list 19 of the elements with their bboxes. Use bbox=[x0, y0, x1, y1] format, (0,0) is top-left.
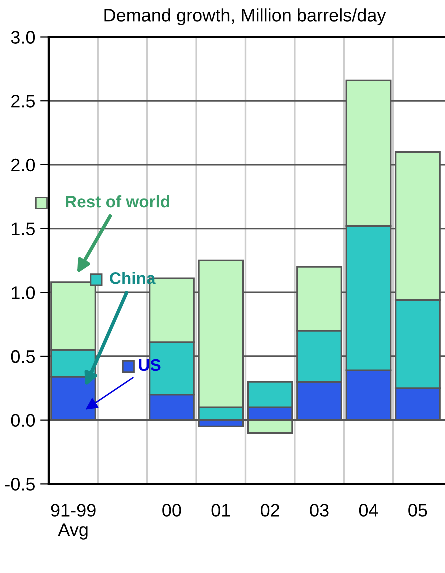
y-tick-label: 2.5 bbox=[12, 95, 35, 108]
y-tick-label: 1.5 bbox=[12, 222, 35, 236]
x-tick-label: 91-99 Avg bbox=[51, 504, 96, 540]
y-tick-label: 0.0 bbox=[11, 414, 36, 428]
x-tick-label: 02 bbox=[261, 504, 280, 517]
x-tick-label: 05 bbox=[408, 504, 428, 517]
legend-label: US bbox=[139, 359, 161, 372]
legend-label: Rest of world bbox=[66, 195, 170, 208]
y-tick-label: 0.5 bbox=[11, 350, 35, 364]
chart-title: Demand growth, Million barrels/day bbox=[104, 8, 386, 26]
x-tick-label: 01 bbox=[212, 504, 230, 517]
y-tick-label: -0.5 bbox=[5, 478, 35, 491]
x-tick-label: 00 bbox=[162, 504, 182, 517]
y-tick-label: 3.0 bbox=[11, 31, 36, 44]
legend-label: China bbox=[110, 272, 156, 284]
y-tick-label: 1.0 bbox=[12, 286, 36, 300]
x-tick-label: 04 bbox=[359, 504, 378, 517]
y-tick-label: 2.0 bbox=[12, 158, 36, 172]
x-tick-label: 03 bbox=[310, 504, 329, 517]
